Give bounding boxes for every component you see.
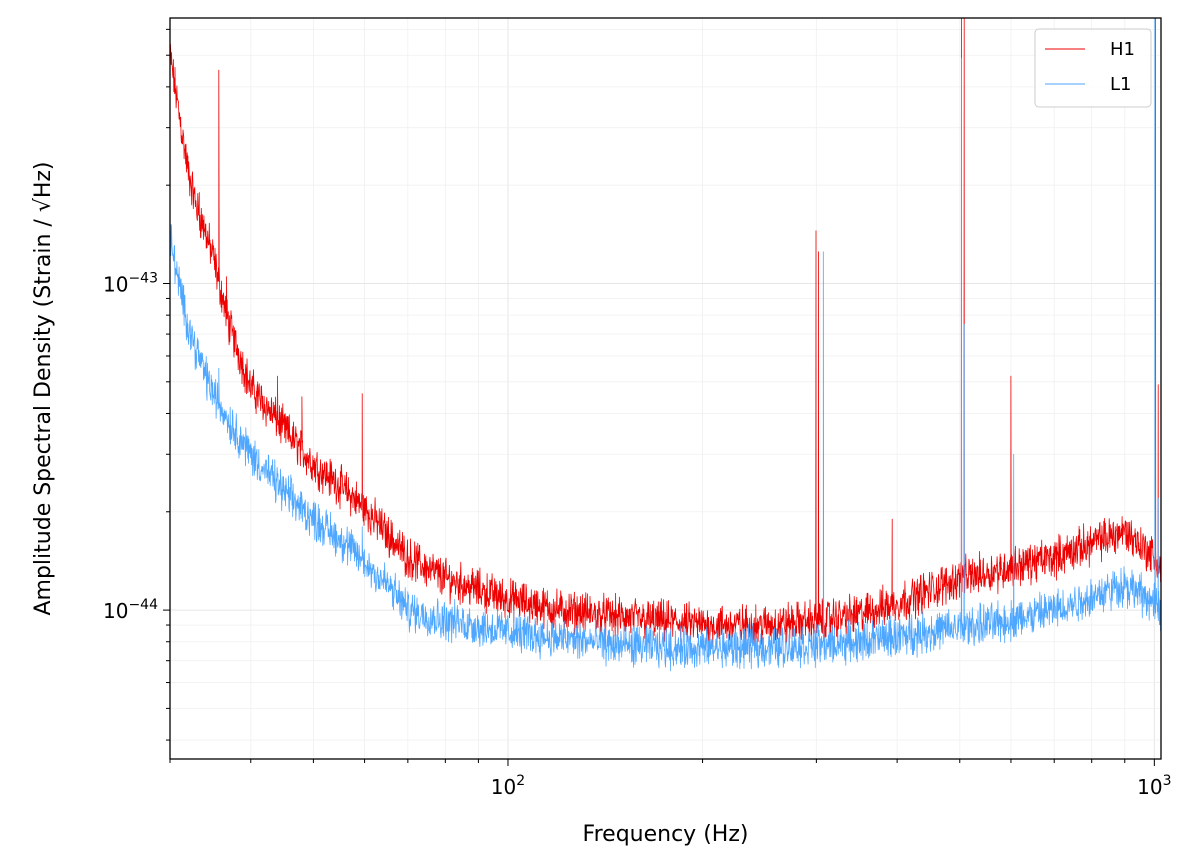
series-line-h1: [169, 17, 1162, 648]
ticks: 102 103 10−44 10−43: [103, 28, 1172, 799]
legend-label-h1: H1: [1110, 39, 1135, 60]
plot-frame: [169, 17, 1162, 760]
legend: H1 L1: [1034, 28, 1152, 108]
y-axis-label: Amplitude Spectral Density (Strain / √Hz…: [31, 161, 56, 615]
x-tick-label: 103: [1137, 773, 1171, 799]
legend-label-l1: L1: [1110, 74, 1131, 95]
series-line-l1: [169, 17, 1162, 672]
y-tick-label: 10−44: [103, 597, 158, 623]
series-layer: [169, 17, 1162, 672]
x-axis-label: Frequency (Hz): [583, 822, 749, 847]
y-tick-label: 10−43: [103, 270, 158, 296]
x-tick-label: 102: [491, 773, 525, 799]
